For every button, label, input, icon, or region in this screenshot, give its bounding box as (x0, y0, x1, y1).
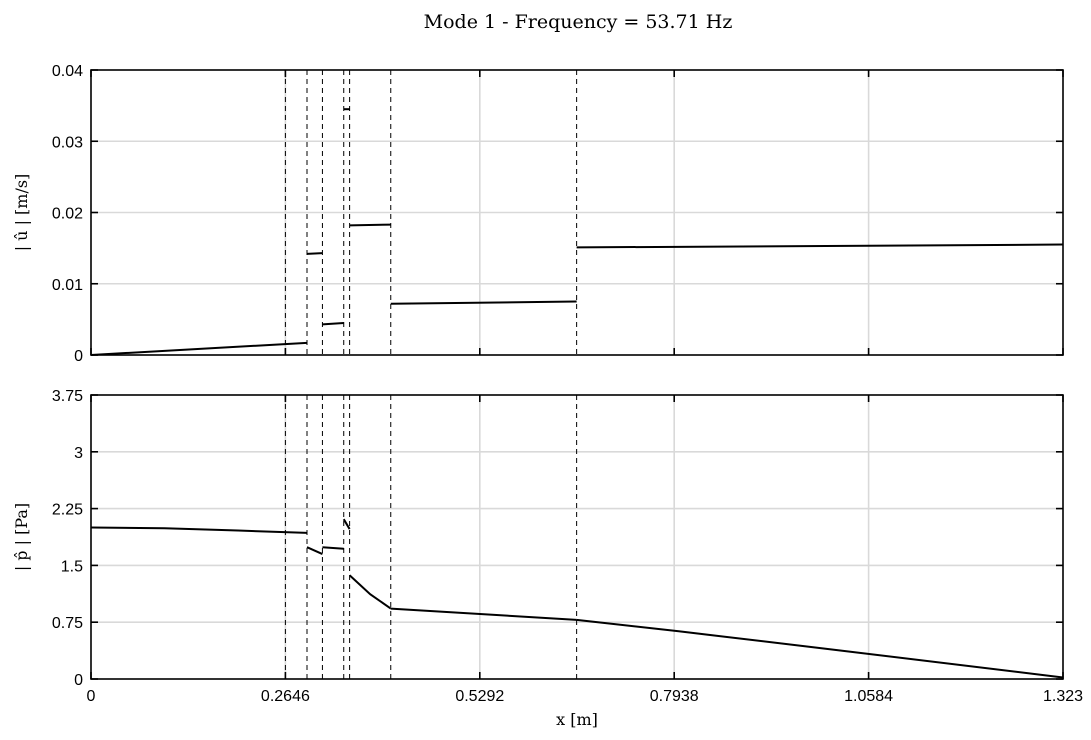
series-segment (390, 607, 577, 621)
y-tick-label: 0 (74, 672, 83, 689)
y-tick-label: 0.04 (52, 63, 83, 80)
series-segment (576, 243, 1064, 249)
x-axis-label: x [m] (556, 710, 598, 729)
y-axis-label: | û | [m/s] (12, 174, 31, 252)
y-tick-label: 0.02 (52, 206, 83, 223)
pressure-panel: 0 0.75 1.5 2.25 3 3.75 0 0.2646 0.5292 0.7938 1.05… (12, 388, 1083, 729)
y-tick-label: 2.25 (52, 502, 83, 519)
x-tick-label: 0.7938 (650, 688, 699, 705)
series-segment (390, 300, 577, 305)
series-segment (348, 574, 392, 610)
axes-frame (90, 394, 1064, 680)
y-tick-label: 3 (74, 445, 83, 462)
series-segment (90, 526, 308, 534)
series-segment (342, 518, 351, 530)
y-tick-label: 0.03 (52, 134, 83, 151)
series-segment (349, 223, 391, 227)
series-segment (306, 546, 323, 555)
y-tick-label: 0.75 (52, 615, 83, 632)
y-tick-label: 1.5 (61, 558, 83, 575)
x-tick-label: 0.5292 (455, 688, 504, 705)
y-tick-label: 0 (74, 348, 83, 365)
series-segment (322, 321, 344, 326)
axes-frame (90, 69, 1064, 356)
series-segment (576, 618, 1064, 679)
series-segment (90, 341, 308, 356)
chart-title: Mode 1 - Frequency = 53.71 Hz (424, 11, 733, 33)
x-tick-label: 0 (87, 688, 96, 705)
velocity-panel: 0 0.01 0.02 0.03 0.04 | û | [m/s] (12, 63, 1064, 365)
y-axis-label: | p̂ | [Pa] (12, 503, 31, 571)
y-tick-label: 0.01 (52, 277, 83, 294)
x-tick-label: 1.0584 (844, 688, 893, 705)
y-tick-label: 3.75 (52, 388, 83, 405)
series-segment (322, 546, 344, 550)
x-tick-label: 1.323 (1043, 688, 1083, 705)
x-tick-label: 0.2646 (261, 688, 310, 705)
series-segment (306, 252, 323, 255)
